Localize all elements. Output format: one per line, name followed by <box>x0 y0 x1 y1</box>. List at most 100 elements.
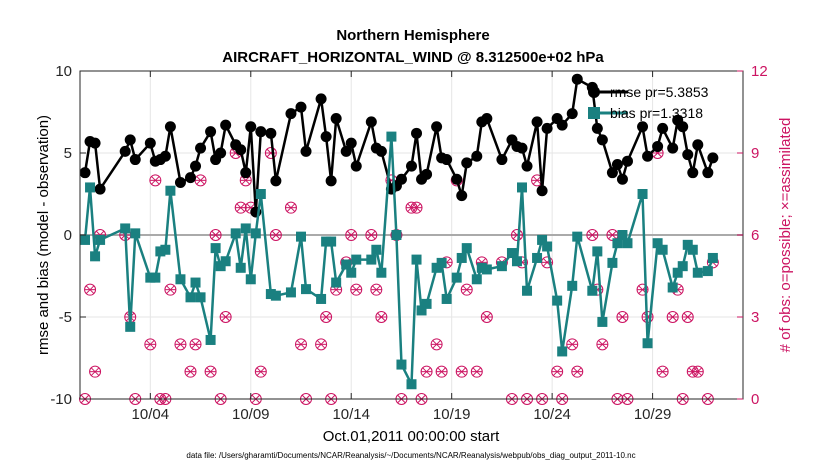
rmse-data-point <box>456 190 468 202</box>
bias-data-point <box>517 182 527 193</box>
obs-possible-marker <box>435 365 448 378</box>
obs-possible-marker <box>636 283 649 296</box>
bias-data-point <box>245 274 256 285</box>
bias-data-point <box>90 251 101 262</box>
bias-data-point <box>572 231 583 242</box>
bias-data-point <box>612 238 623 249</box>
obs-possible-marker <box>420 365 433 378</box>
obs-possible-marker <box>586 229 599 241</box>
obs-possible-marker <box>681 311 694 323</box>
obs-assimilated-marker <box>607 230 618 240</box>
rmse-data-point <box>692 139 704 151</box>
bias-data-point <box>406 379 417 390</box>
obs-possible-marker <box>149 174 162 187</box>
bias-data-point <box>155 246 166 257</box>
rmse-data-point <box>642 150 654 162</box>
rmse-data-point <box>431 121 443 133</box>
obs-possible-marker <box>691 365 704 378</box>
bias-data-point <box>85 182 96 193</box>
x-tick-label: 10/09 <box>232 406 270 423</box>
rmse-data-point <box>536 185 548 197</box>
rmse-data-point <box>129 154 141 166</box>
obs-possible-marker <box>470 365 483 378</box>
bias-data-point <box>215 261 226 272</box>
obs-possible-marker <box>480 311 493 323</box>
obs-possible-marker <box>174 338 187 351</box>
obs-assimilated-marker <box>240 175 251 185</box>
rmse-data-point <box>421 168 433 180</box>
bias-data-point <box>160 244 171 255</box>
rmse-data-point <box>521 160 533 172</box>
bias-data-point <box>672 267 683 278</box>
rmse-data-point <box>616 173 628 185</box>
bias-data-point <box>195 292 206 303</box>
obs-assimilated-marker <box>175 339 186 349</box>
rmse-data-point <box>94 183 106 195</box>
obs-possible-marker <box>510 229 523 241</box>
obs-assimilated-marker <box>421 367 432 377</box>
rmse-data-point <box>174 177 186 189</box>
bias-data-point <box>331 277 342 288</box>
obs-assimilated-marker <box>351 285 362 295</box>
bias-data-point <box>235 262 246 273</box>
rmse-data-point <box>481 113 493 125</box>
obs-possible-marker <box>410 201 423 214</box>
rmse-data-point <box>406 160 417 172</box>
bias-data-point <box>552 295 563 306</box>
rmse-data-point <box>159 150 171 162</box>
obs-assimilated-marker <box>461 285 472 295</box>
obs-assimilated-marker <box>195 175 206 185</box>
x-tick-label: 10/04 <box>132 406 170 423</box>
rmse-data-point <box>496 154 508 166</box>
bias-series-line <box>83 135 715 386</box>
bias-data-point <box>341 259 352 270</box>
bias-data-point <box>321 236 332 247</box>
bias-data-point <box>386 131 397 142</box>
rmse-data-point <box>516 142 528 154</box>
obs-assimilated-marker <box>190 339 201 349</box>
obs-assimilated-marker <box>285 203 297 213</box>
bias-data-point <box>285 287 296 298</box>
obs-possible-marker <box>254 365 267 378</box>
x-tick-label: 10/29 <box>634 406 672 423</box>
obs-possible-marker <box>84 283 97 296</box>
obs-possible-marker <box>566 338 579 351</box>
rmse-data-point <box>667 142 679 154</box>
rmse-data-point <box>320 131 332 143</box>
bias-data-point <box>436 257 447 268</box>
bias-data-point <box>416 305 427 316</box>
rmse-data-point <box>375 145 387 157</box>
y2-tick-label: 3 <box>751 309 759 326</box>
obs-assimilated-marker <box>597 339 608 349</box>
obs-assimilated-marker <box>436 367 447 377</box>
bias-data-point <box>542 241 553 252</box>
obs-possible-marker <box>345 229 358 241</box>
obs-assimilated-marker <box>572 367 583 377</box>
rmse-data-point <box>541 122 553 134</box>
obs-assimilated-marker <box>270 230 282 240</box>
obs-assimilated-marker <box>456 367 467 377</box>
bias-data-point <box>396 359 407 370</box>
rmse-data-point <box>637 121 649 133</box>
rmse-data-point <box>195 142 207 154</box>
bias-data-point <box>165 185 176 196</box>
rmse-data-point <box>596 134 608 146</box>
bias-data-point <box>617 230 628 240</box>
bias-data-point <box>567 280 578 291</box>
obs-possible-marker <box>455 365 468 378</box>
bias-data-point <box>461 243 472 254</box>
rmse-data-point <box>687 167 699 179</box>
rmse-data-point <box>315 93 327 105</box>
bias-data-point <box>431 262 442 273</box>
bias-data-point <box>210 243 221 254</box>
bias-data-point <box>265 289 276 300</box>
bias-data-point <box>366 254 377 265</box>
bias-data-point <box>270 290 281 301</box>
bias-data-point <box>346 267 357 278</box>
obs-possible-marker <box>284 201 297 214</box>
rmse-data-point <box>190 160 202 172</box>
obs-possible-marker <box>144 338 157 351</box>
series-layer <box>79 73 719 390</box>
rmse-data-point <box>707 152 719 164</box>
